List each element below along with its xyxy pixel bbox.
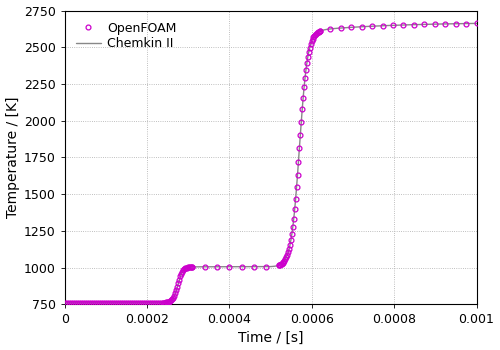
OpenFOAM — [100, 301, 106, 305]
Chemkin II — [133, 301, 139, 305]
OpenFOAM — [62, 301, 68, 305]
Line: Chemkin II: Chemkin II — [64, 23, 476, 303]
Line: OpenFOAM: OpenFOAM — [62, 21, 479, 305]
Chemkin II — [421, 22, 427, 27]
Chemkin II — [474, 21, 480, 26]
Chemkin II — [238, 265, 244, 269]
Legend: OpenFOAM, Chemkin II: OpenFOAM, Chemkin II — [71, 17, 182, 55]
OpenFOAM — [114, 301, 120, 305]
OpenFOAM — [474, 21, 480, 26]
Chemkin II — [466, 21, 471, 26]
OpenFOAM — [176, 281, 182, 285]
Chemkin II — [108, 301, 114, 305]
X-axis label: Time / [s]: Time / [s] — [238, 330, 304, 344]
OpenFOAM — [132, 301, 138, 305]
OpenFOAM — [134, 301, 140, 305]
Y-axis label: Temperature / [K]: Temperature / [K] — [6, 97, 20, 218]
OpenFOAM — [284, 253, 290, 257]
Chemkin II — [62, 301, 68, 305]
Chemkin II — [220, 265, 226, 269]
